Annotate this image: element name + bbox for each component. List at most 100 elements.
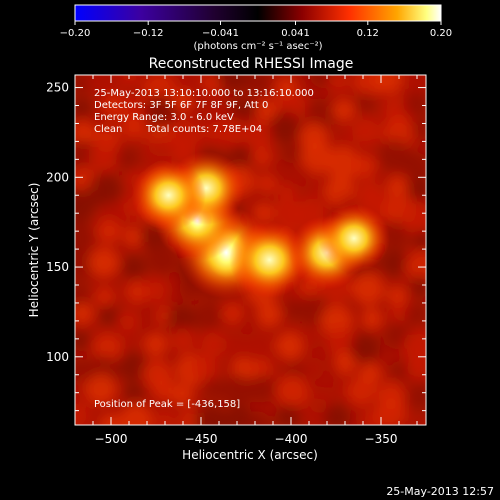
colorbar-ticks: −0.20 −0.12 −0.041 0.041 0.12 0.20 bbox=[60, 21, 452, 39]
noise-patch bbox=[143, 332, 168, 357]
noise-patch bbox=[199, 330, 228, 359]
noise-patch bbox=[300, 140, 334, 174]
noise-patch bbox=[123, 381, 146, 404]
noise-patch bbox=[75, 120, 96, 146]
noise-patch bbox=[302, 357, 325, 379]
noise-patch bbox=[193, 301, 223, 331]
noise-patch bbox=[275, 330, 305, 361]
y-axis-label: Heliocentric Y (arcsec) bbox=[27, 183, 41, 318]
noise-patch bbox=[332, 126, 358, 153]
noise-patch bbox=[173, 90, 195, 112]
noise-patch bbox=[351, 116, 382, 146]
noise-patch bbox=[118, 351, 148, 381]
noise-patch bbox=[403, 91, 426, 118]
colorbar-tick-label: 0.12 bbox=[357, 28, 379, 39]
colorbar-tick-label: −0.12 bbox=[133, 28, 164, 39]
noise-patch bbox=[373, 75, 405, 95]
noise-patch bbox=[268, 111, 301, 144]
noise-patch bbox=[121, 115, 147, 140]
noise-patch bbox=[202, 377, 225, 400]
noise-patch bbox=[332, 98, 356, 122]
colorbar: −0.20 −0.12 −0.041 0.041 0.12 0.20 (photons c… bbox=[60, 4, 452, 52]
noise-patch bbox=[85, 373, 117, 405]
noise-patch bbox=[98, 413, 123, 425]
noise-patch bbox=[221, 332, 250, 361]
noise-patch bbox=[409, 275, 426, 297]
noise-patch bbox=[143, 94, 177, 128]
colorbar-tick-label: 0.041 bbox=[281, 28, 310, 39]
noise-patch bbox=[120, 254, 147, 281]
y-tick-label: 200 bbox=[46, 170, 69, 184]
noise-patch bbox=[349, 332, 380, 364]
noise-patch bbox=[94, 286, 115, 307]
emission-sources bbox=[131, 151, 391, 299]
colorbar-gradient bbox=[74, 4, 442, 22]
noise-patch bbox=[276, 374, 309, 408]
y-tick-label: 250 bbox=[46, 81, 69, 95]
colorbar-tick-label: −0.041 bbox=[202, 28, 239, 39]
noise-patch bbox=[92, 332, 123, 362]
noise-patch bbox=[88, 247, 120, 278]
noise-patch bbox=[389, 360, 412, 383]
x-tick-label: −450 bbox=[185, 432, 218, 446]
noise-patch bbox=[216, 116, 247, 147]
noise-patch bbox=[252, 146, 273, 167]
noise-patch bbox=[346, 377, 376, 407]
y-axis: 100 150 200 250 bbox=[46, 81, 426, 412]
noise-patch bbox=[245, 75, 272, 96]
y-tick-label: 150 bbox=[46, 260, 69, 274]
noise-patch bbox=[168, 117, 203, 152]
noise-patch bbox=[87, 172, 122, 207]
annotation-time-range: 25-May-2013 13:10:10.000 to 13:16:10.000 bbox=[94, 88, 314, 99]
noise-patch bbox=[118, 75, 141, 87]
noise-patch bbox=[299, 326, 321, 349]
noise-patch bbox=[166, 304, 196, 334]
noise-patch bbox=[277, 182, 298, 204]
noise-patch bbox=[406, 356, 426, 381]
noise-patch bbox=[380, 248, 408, 277]
noise-patch bbox=[256, 301, 283, 328]
noise-patch bbox=[334, 352, 357, 375]
noise-patch bbox=[170, 327, 196, 353]
noise-patch bbox=[154, 410, 177, 425]
emission-source bbox=[131, 159, 206, 231]
peak-position-label: Position of Peak = [-436,158] bbox=[94, 399, 240, 410]
heatmap-image bbox=[75, 75, 426, 425]
noise-patch bbox=[216, 75, 251, 92]
noise-patch bbox=[361, 307, 383, 330]
x-tick-label: −400 bbox=[275, 432, 308, 446]
colorbar-tick-label: −0.20 bbox=[60, 28, 91, 39]
noise-patch bbox=[325, 146, 361, 181]
noise-patch bbox=[411, 415, 426, 425]
noise-patch bbox=[172, 75, 199, 92]
annotation-detectors: Detectors: 3F 5F 6F 7F 8F 9F, Att 0 bbox=[94, 100, 268, 111]
noise-patch bbox=[253, 202, 274, 223]
y-tick-label: 100 bbox=[46, 350, 69, 364]
noise-patch bbox=[242, 117, 275, 150]
noise-patch bbox=[405, 382, 426, 411]
noise-patch bbox=[281, 298, 304, 321]
noise-patch bbox=[75, 97, 92, 119]
noise-patch bbox=[327, 75, 349, 93]
noise-patch bbox=[116, 146, 140, 170]
noise-patch bbox=[119, 402, 154, 425]
noise-patch bbox=[378, 138, 412, 173]
noise-patch bbox=[411, 118, 426, 140]
noise-patch bbox=[151, 376, 178, 403]
noise-patch bbox=[354, 91, 377, 114]
noise-patch bbox=[242, 411, 272, 425]
noise-patch bbox=[221, 374, 254, 407]
noise-patch bbox=[412, 229, 426, 251]
colorbar-unit-label: (photons cm⁻² s⁻¹ asec⁻²) bbox=[193, 41, 322, 52]
annotation-algorithm: Clean bbox=[94, 124, 122, 135]
noise-patch bbox=[386, 175, 408, 198]
emission-source bbox=[317, 204, 391, 273]
noise-patch bbox=[351, 153, 378, 180]
noise-patch bbox=[248, 374, 277, 403]
noise-patch bbox=[86, 75, 118, 97]
noise-patch bbox=[402, 201, 426, 237]
emission-source bbox=[229, 221, 310, 299]
annotation-block: 25-May-2013 13:10:10.000 to 13:16:10.000… bbox=[94, 88, 314, 135]
noise-patch bbox=[75, 329, 91, 351]
noise-patch bbox=[323, 403, 351, 425]
